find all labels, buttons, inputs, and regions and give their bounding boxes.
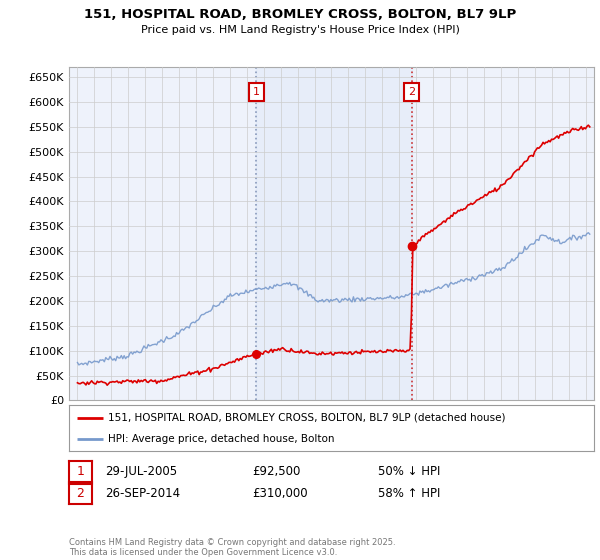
Text: 1: 1 <box>76 465 85 478</box>
Bar <box>256 67 412 400</box>
Text: Price paid vs. HM Land Registry's House Price Index (HPI): Price paid vs. HM Land Registry's House … <box>140 25 460 35</box>
Text: 26-SEP-2014: 26-SEP-2014 <box>105 487 180 501</box>
Text: £92,500: £92,500 <box>252 465 301 478</box>
Text: 1: 1 <box>253 87 260 97</box>
Text: Contains HM Land Registry data © Crown copyright and database right 2025.
This d: Contains HM Land Registry data © Crown c… <box>69 538 395 557</box>
Text: 151, HOSPITAL ROAD, BROMLEY CROSS, BOLTON, BL7 9LP (detached house): 151, HOSPITAL ROAD, BROMLEY CROSS, BOLTO… <box>109 413 506 423</box>
Text: 2: 2 <box>408 87 415 97</box>
Text: 50% ↓ HPI: 50% ↓ HPI <box>378 465 440 478</box>
Text: 29-JUL-2005: 29-JUL-2005 <box>105 465 177 478</box>
Text: £310,000: £310,000 <box>252 487 308 501</box>
Text: 151, HOSPITAL ROAD, BROMLEY CROSS, BOLTON, BL7 9LP: 151, HOSPITAL ROAD, BROMLEY CROSS, BOLTO… <box>84 8 516 21</box>
Text: 58% ↑ HPI: 58% ↑ HPI <box>378 487 440 501</box>
Text: 2: 2 <box>76 487 85 501</box>
Text: HPI: Average price, detached house, Bolton: HPI: Average price, detached house, Bolt… <box>109 435 335 444</box>
